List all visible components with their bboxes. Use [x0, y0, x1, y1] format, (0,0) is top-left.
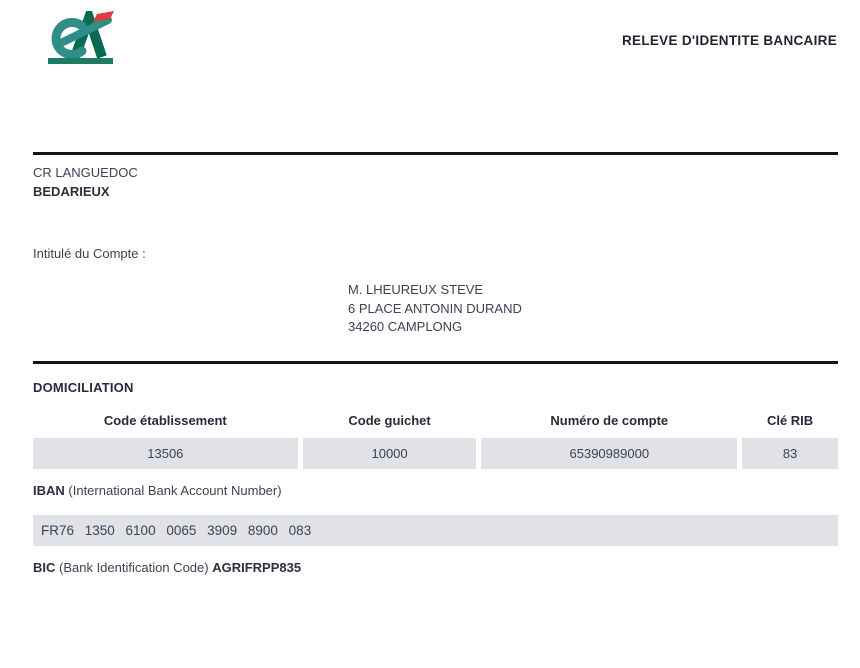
bic-value: AGRIFRPP835 — [212, 560, 302, 575]
rib-table: Code établissement Code guichet Numéro d… — [33, 413, 838, 469]
account-holder-address: M. LHEUREUX STEVE 6 PLACE ANTONIN DURAND… — [348, 281, 522, 337]
account-holder-label: Intitulé du Compte : — [33, 246, 146, 261]
bank-agency: BEDARIEUX — [33, 184, 110, 199]
holder-name: M. LHEUREUX STEVE — [348, 282, 484, 297]
bic-label-bold: BIC — [33, 560, 56, 575]
value-code-guichet: 10000 — [302, 438, 477, 469]
iban-label: IBAN (International Bank Account Number) — [33, 483, 282, 498]
iban-label-bold: IBAN — [33, 483, 65, 498]
credit-agricole-logo-icon — [48, 2, 114, 64]
value-numero-compte: 65390989000 — [481, 438, 738, 469]
header-numero-compte: Numéro de compte — [550, 413, 669, 428]
header-code-guichet: Code guichet — [348, 413, 431, 428]
holder-street: 6 PLACE ANTONIN DURAND — [348, 300, 522, 316]
header-cle-rib: Clé RIB — [766, 413, 814, 428]
value-cle-rib: 83 — [742, 438, 838, 469]
divider-domiciliation — [33, 361, 838, 364]
divider-top — [33, 152, 838, 155]
page-title: RELEVE D'IDENTITE BANCAIRE — [621, 33, 837, 48]
credit-agricole-logo — [45, 2, 117, 68]
bic-label-rest: (Bank Identification Code) — [55, 560, 213, 575]
iban-value: FR76 1350 6100 0065 3909 8900 083 — [33, 515, 838, 546]
iban-label-rest: (International Bank Account Number) — [64, 483, 282, 498]
rib-table-value-row: 13506 10000 65390989000 83 — [33, 438, 838, 469]
holder-city: 34260 CAMPLONG — [348, 319, 463, 334]
bic-line: BIC (Bank Identification Code) AGRIFRPP8… — [33, 560, 301, 575]
value-code-etablissement: 13506 — [33, 438, 298, 469]
bank-block: CR LANGUEDOC BEDARIEUX — [33, 163, 138, 201]
header-code-etablissement: Code établissement — [103, 413, 227, 428]
rib-table-header-row: Code établissement Code guichet Numéro d… — [33, 413, 838, 428]
bank-name: CR LANGUEDOC — [33, 165, 138, 180]
domiciliation-heading: DOMICILIATION — [33, 380, 134, 395]
